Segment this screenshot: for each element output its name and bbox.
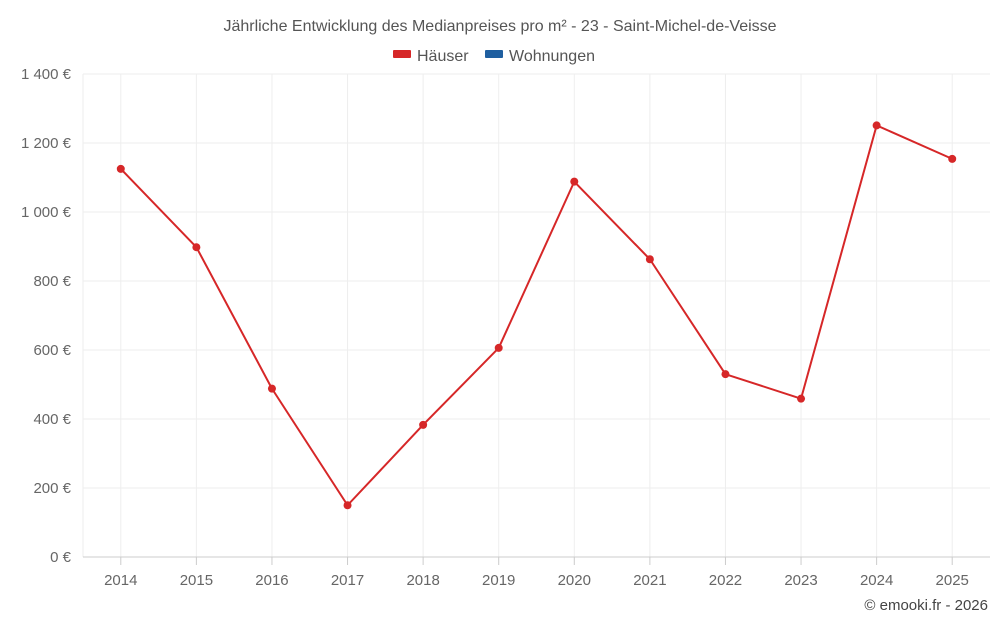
data-point-2021[interactable] — [645, 255, 654, 264]
data-point-2025[interactable] — [948, 154, 957, 163]
x-tick-label: 2019 — [482, 572, 515, 589]
data-point-2024[interactable] — [872, 121, 881, 130]
y-tick-label: 200 € — [33, 480, 71, 497]
y-tick-label: 800 € — [33, 273, 71, 290]
legend-swatch-hauser[interactable] — [393, 50, 411, 58]
copyright-footer: © emooki.fr - 2026 — [864, 597, 988, 614]
x-tick-label: 2024 — [860, 572, 893, 589]
data-point-2015[interactable] — [192, 243, 201, 252]
y-tick-label: 1 400 € — [21, 66, 72, 83]
x-tick-label: 2018 — [406, 572, 439, 589]
legend: Häuser Wohnungen — [393, 48, 595, 65]
legend-swatch-wohnungen[interactable] — [485, 50, 503, 58]
chart-title: Jährliche Entwicklung des Medianpreises … — [223, 18, 776, 35]
x-tick-label: 2015 — [180, 572, 213, 589]
x-tick-label: 2016 — [255, 572, 288, 589]
grid — [82, 73, 990, 557]
x-tick-label: 2017 — [331, 572, 364, 589]
y-tick-label: 400 € — [33, 411, 71, 428]
y-tick-label: 0 € — [50, 549, 72, 566]
data-point-2017[interactable] — [343, 501, 352, 510]
data-point-2018[interactable] — [419, 420, 428, 429]
data-point-2023[interactable] — [797, 394, 806, 403]
legend-label-wohnungen[interactable]: Wohnungen — [509, 48, 595, 65]
data-point-2014[interactable] — [116, 164, 125, 173]
x-tick-label: 2020 — [558, 572, 591, 589]
y-tick-label: 600 € — [33, 342, 71, 359]
x-tick-label: 2025 — [936, 572, 969, 589]
x-tick-label: 2014 — [104, 572, 137, 589]
legend-label-hauser[interactable]: Häuser — [417, 48, 469, 65]
x-tick-label: 2022 — [709, 572, 742, 589]
x-tick-label: 2023 — [784, 572, 817, 589]
series-line-hauser — [120, 124, 953, 507]
y-tick-label: 1 200 € — [21, 135, 72, 152]
data-point-2019[interactable] — [494, 343, 503, 352]
axes: 0 € 200 € 400 € 600 € 800 € 1 000 € 1 200 € 1 4… — [21, 66, 990, 589]
x-tick-label: 2021 — [633, 572, 666, 589]
series — [116, 121, 957, 510]
y-tick-label: 1 000 € — [21, 204, 72, 221]
data-point-2020[interactable] — [570, 177, 579, 186]
data-point-2022[interactable] — [721, 370, 730, 379]
data-point-2016[interactable] — [267, 384, 276, 393]
